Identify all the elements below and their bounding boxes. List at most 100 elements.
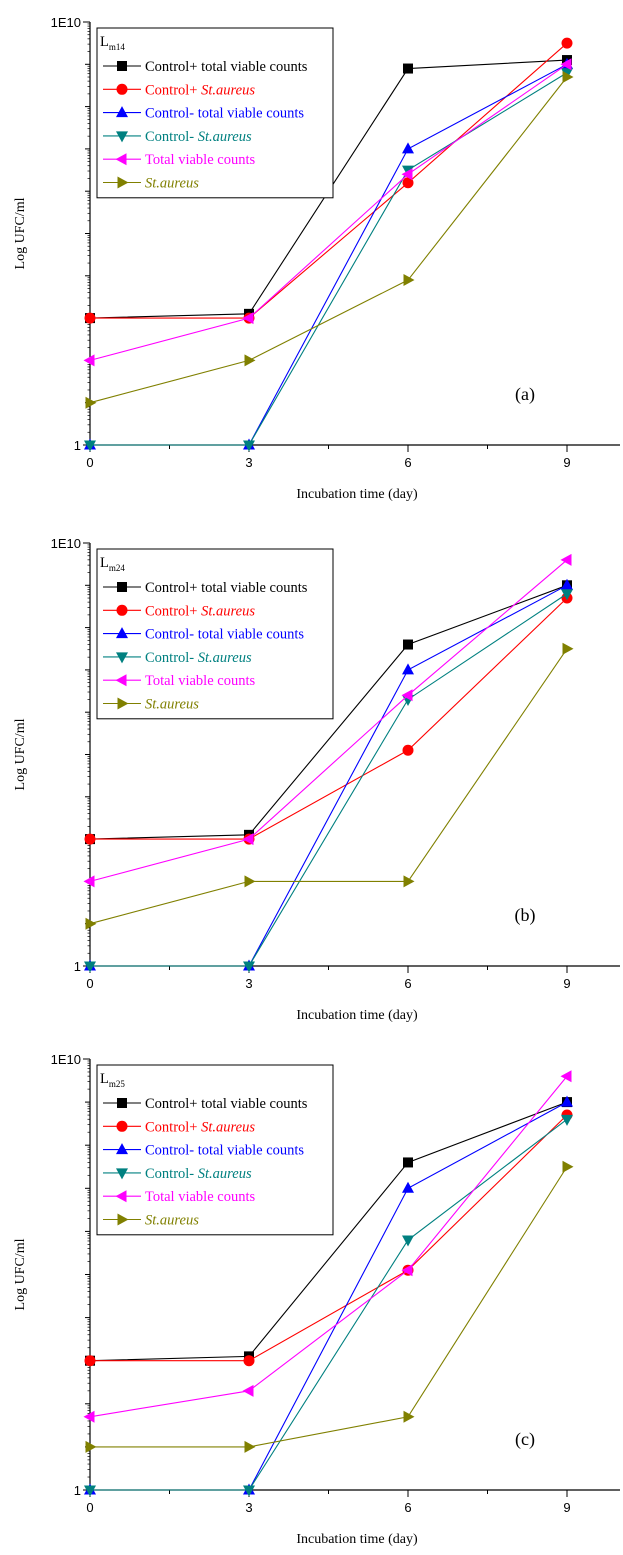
legend-swatch-marker [116,1143,128,1155]
x-tick-label: 9 [563,1500,570,1515]
data-point [561,1095,573,1107]
legend-label: Control+ total viable counts [145,1096,308,1112]
data-point [83,354,95,367]
legend-swatch-marker [117,697,129,710]
data-point [401,1264,413,1277]
legend-swatch-marker [116,652,128,664]
legend: Lm14 Control+ total viable counts Control+… [96,27,334,199]
legend-entry-4: Control- St.aureus [103,1166,252,1182]
legend-entry-6: St.aureus [103,1213,199,1229]
legend-label: Control+ total viable counts [145,580,308,596]
series-line [90,72,568,446]
legend-label: Control+ St.aureus [145,603,255,619]
x-tick-label: 3 [245,455,252,470]
data-point [561,578,573,590]
x-tick-label: 6 [404,976,411,991]
series-line [90,1118,568,1491]
y-tick-label: 1 [74,959,81,974]
legend-entry-1: Control+ total viable counts [103,1096,308,1112]
data-point [561,37,573,49]
legend-swatch-marker [116,627,128,639]
series-line [90,597,568,840]
data-point [85,396,97,409]
x-tick-label: 6 [404,455,411,470]
y-tick-label: 1E10 [51,536,81,551]
series-5 [83,1070,572,1423]
y-axis-title: Log UFC/ml [13,1238,28,1310]
legend-swatch-marker [117,582,127,592]
legend-entry-3: Control- total viable counts [103,1143,304,1159]
legend-swatch-marker [116,1168,128,1180]
data-point [243,440,255,452]
legend-title: Lm24 [100,555,125,573]
legend-title: Lm25 [100,1071,125,1089]
series-6 [85,642,574,930]
series-line [90,593,568,967]
data-point [84,961,96,973]
data-point [244,354,256,367]
legend-label: Control+ total viable counts [145,59,308,75]
legend-swatch-marker [116,1120,128,1132]
chart-panel-1: 0 3 6 9 1 1E10 Incubation time (day) Log UFC/ml… [13,15,620,502]
legend-swatch-marker [117,1098,127,1108]
data-point [84,833,96,845]
legend-label: Control- St.aureus [145,650,252,666]
y-tick-label: 1 [74,438,81,453]
data-point [401,168,413,181]
data-point [562,642,574,655]
data-point [561,1114,573,1126]
panel-label: (b) [515,905,536,926]
data-point [243,961,255,973]
x-tick-label: 0 [86,455,93,470]
panel-label: (c) [515,1429,535,1450]
data-point [560,58,572,71]
series-4 [84,1114,573,1497]
x-axis-title: Incubation time (day) [296,487,418,502]
data-point [83,875,95,888]
legend-swatch-marker [116,131,128,143]
x-tick-label: 3 [245,1500,252,1515]
chart-panel-3: 0 3 6 9 1 1E10 Incubation time (day) Log UFC/ml… [13,1052,620,1547]
legend-swatch-marker [117,1213,129,1226]
legend-label: Control- St.aureus [145,129,252,145]
x-tick-label: 9 [563,976,570,991]
legend-entry-2: Control+ St.aureus [103,603,255,619]
legend-swatch-marker [115,153,127,166]
legend-entry-5: Total viable counts [103,673,255,689]
data-point [403,639,413,650]
series-5 [83,58,572,367]
legend-label: Total viable counts [145,152,255,168]
legend-swatch-marker [115,1190,127,1203]
legend-label: Total viable counts [145,1189,255,1205]
data-point [561,589,573,601]
data-point [83,1410,95,1423]
series-line [89,1075,568,1418]
series-line [89,1101,568,1362]
x-axis-title: Incubation time (day) [296,1008,418,1023]
data-point [562,1160,574,1173]
series-2 [84,37,573,324]
series-line [90,1166,568,1448]
legend-entry-6: St.aureus [103,697,199,713]
legend-label: St.aureus [145,1213,199,1229]
legend-label: Control- total viable counts [145,106,304,122]
x-tick-label: 9 [563,455,570,470]
data-point [244,1440,256,1453]
data-point [402,663,414,675]
series-5 [83,553,572,888]
legend-label: St.aureus [145,176,199,192]
legend: Lm24 Control+ total viable counts Control+… [96,548,334,720]
legend-entry-3: Control- total viable counts [103,627,304,643]
legend-label: Control- total viable counts [145,1143,304,1159]
series-line [89,63,568,361]
legend-swatch-marker [116,106,128,118]
series-line [90,42,568,319]
y-tick-label: 1 [74,1483,81,1498]
data-point [85,1440,97,1453]
data-point [402,142,414,154]
data-point [242,1384,254,1397]
data-point [84,312,96,324]
legend-entry-5: Total viable counts [103,1189,255,1205]
legend-label: St.aureus [145,697,199,713]
